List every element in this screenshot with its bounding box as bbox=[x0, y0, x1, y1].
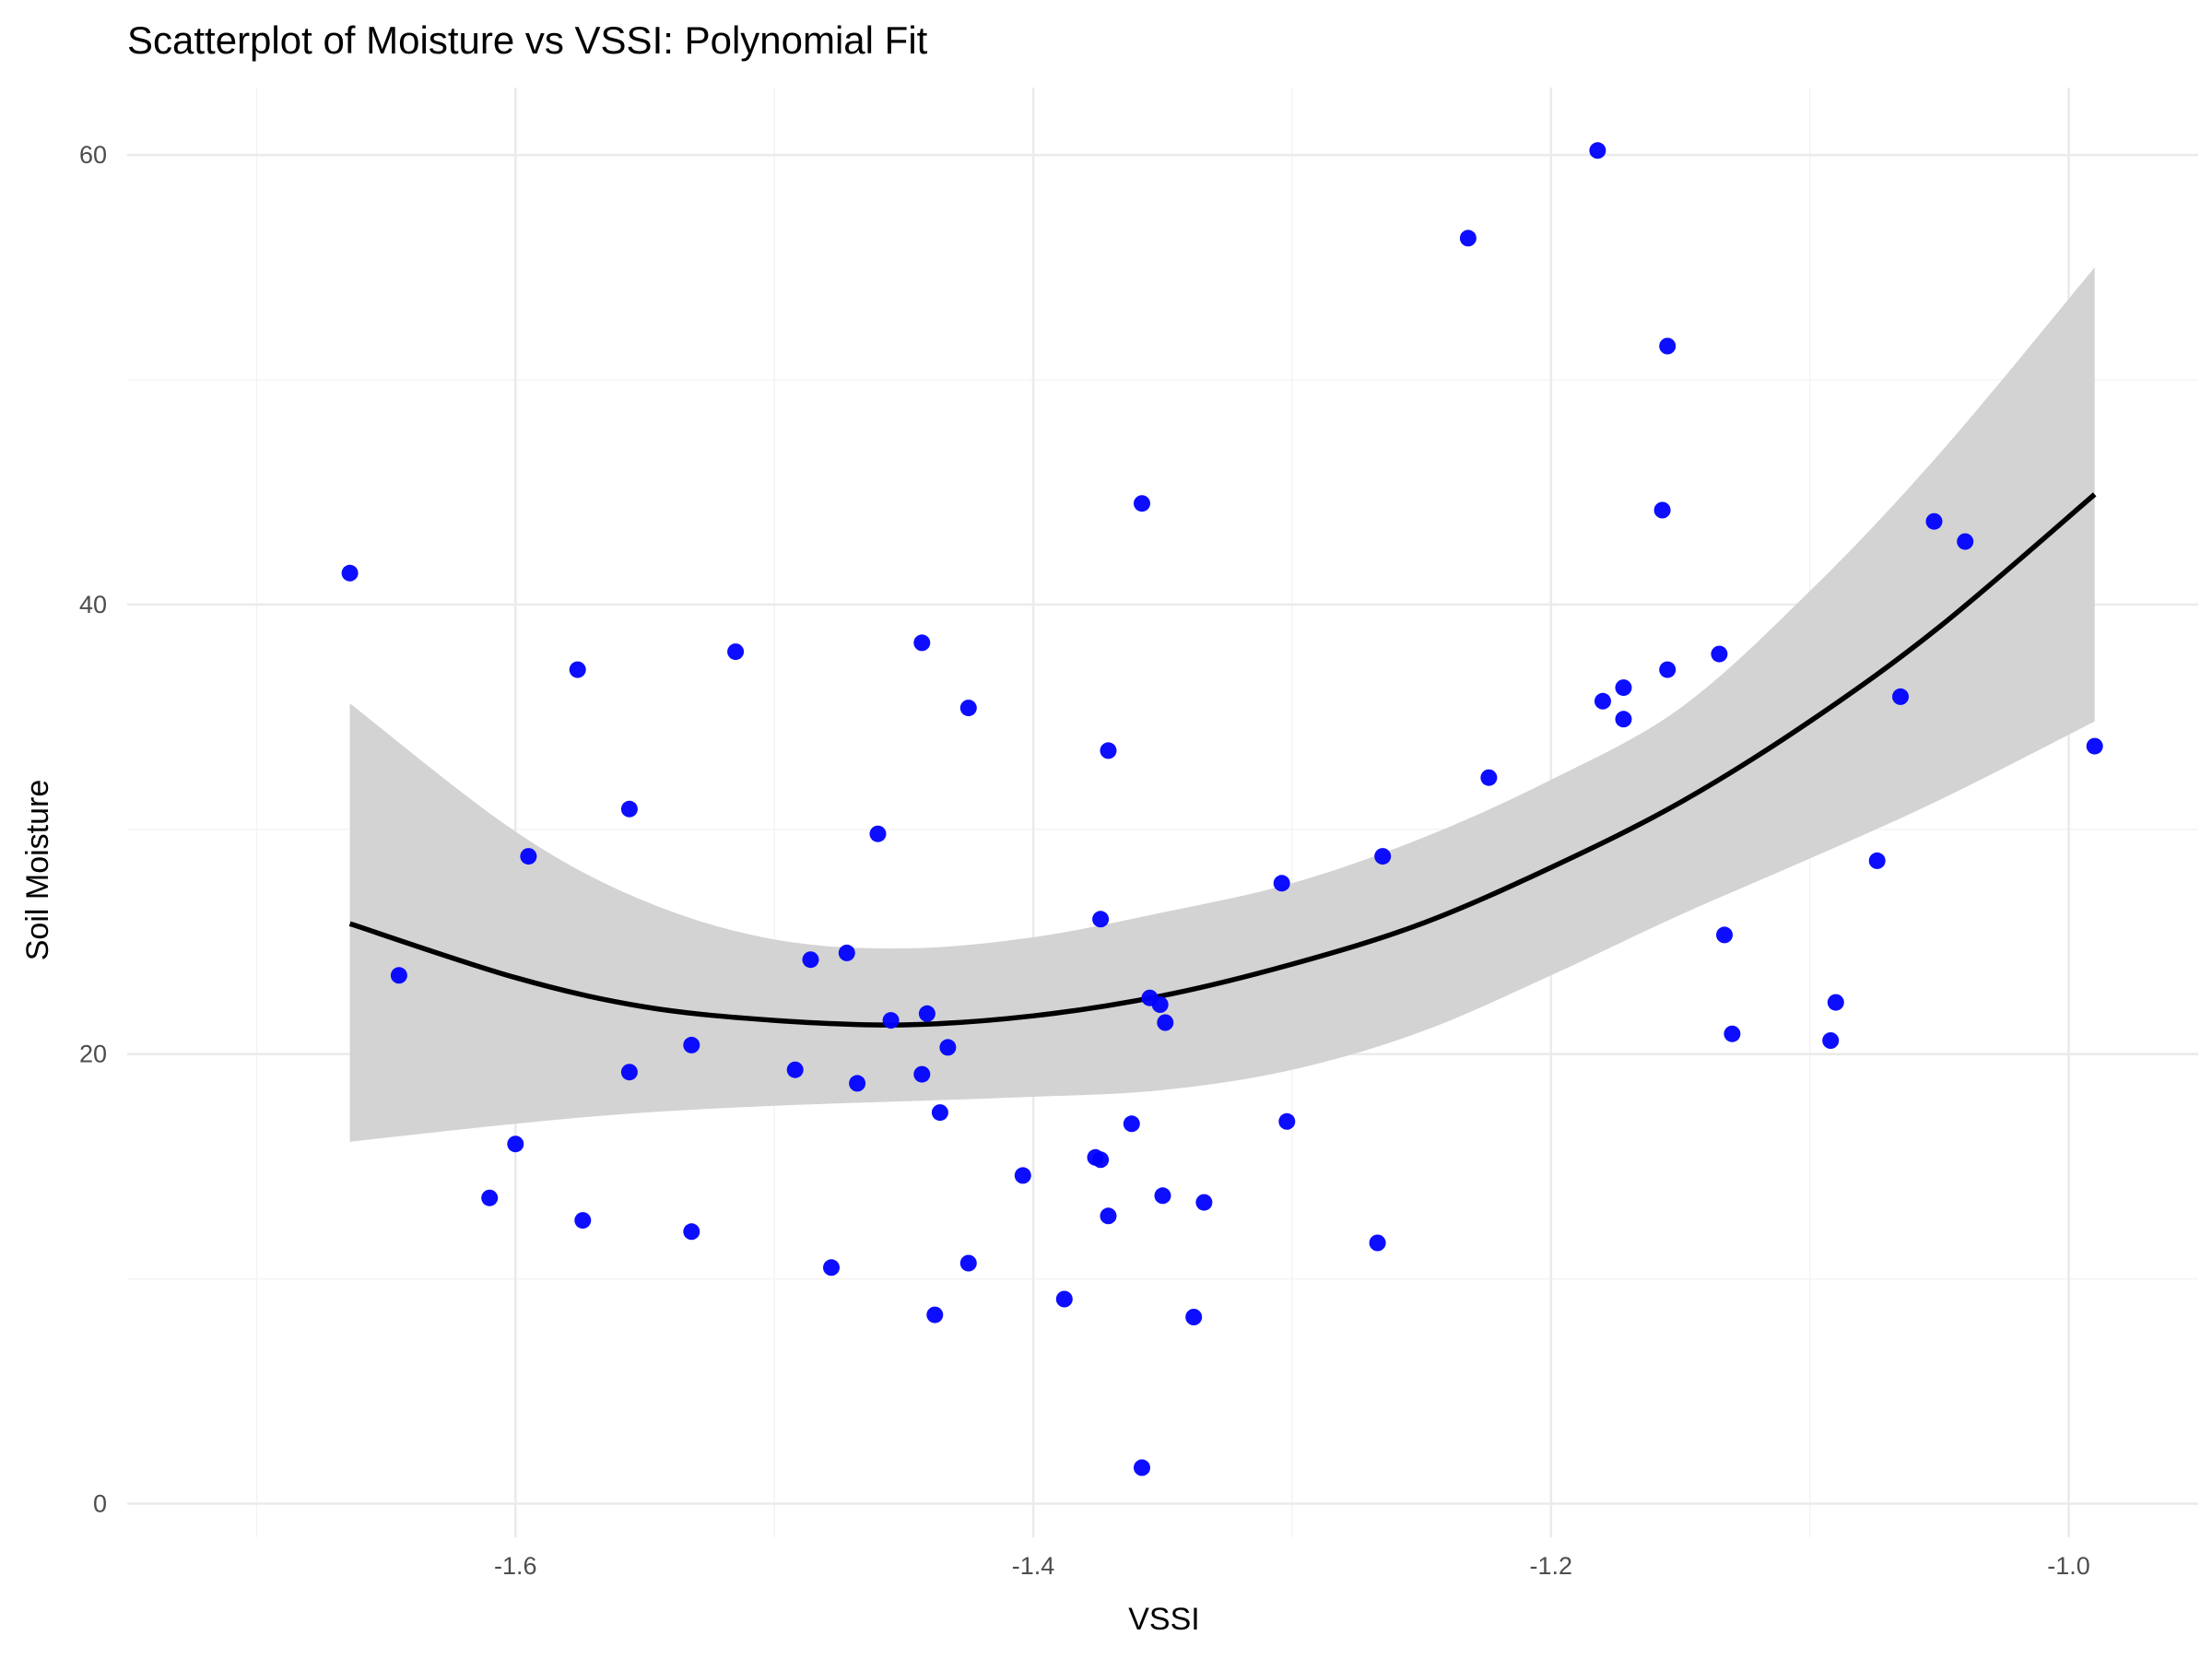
data-point bbox=[1157, 1014, 1174, 1031]
data-point bbox=[1369, 1234, 1386, 1252]
data-point bbox=[1594, 692, 1611, 710]
data-point bbox=[1653, 501, 1671, 519]
data-point bbox=[1925, 512, 1943, 530]
data-point bbox=[1615, 711, 1632, 728]
confidence-band bbox=[349, 267, 2095, 1142]
data-point bbox=[1185, 1309, 1203, 1325]
data-point bbox=[869, 825, 887, 842]
x-tick-label: -1.4 bbox=[1012, 1552, 1055, 1580]
data-point bbox=[1374, 848, 1392, 865]
data-point bbox=[390, 967, 407, 984]
data-point bbox=[1278, 1112, 1296, 1130]
data-point bbox=[574, 1212, 592, 1230]
y-tick-label: 20 bbox=[79, 1041, 107, 1068]
data-point bbox=[1092, 911, 1110, 928]
data-point bbox=[1100, 1207, 1117, 1225]
y-tick-label: 60 bbox=[79, 141, 107, 169]
y-tick-label: 0 bbox=[93, 1489, 107, 1517]
data-point bbox=[2086, 737, 2103, 755]
data-point bbox=[1868, 852, 1886, 869]
data-point bbox=[1480, 769, 1498, 786]
data-point bbox=[931, 1104, 948, 1122]
data-point bbox=[786, 1061, 804, 1078]
data-point bbox=[569, 661, 586, 678]
data-point bbox=[1151, 996, 1169, 1013]
data-point bbox=[1659, 661, 1677, 678]
data-point bbox=[1822, 1032, 1840, 1049]
data-points bbox=[341, 142, 2103, 1477]
x-axis-label: VSSI bbox=[1128, 1602, 1199, 1637]
x-tick-label: -1.6 bbox=[494, 1552, 537, 1580]
data-point bbox=[341, 564, 359, 582]
data-point bbox=[507, 1135, 524, 1153]
data-point bbox=[959, 700, 977, 717]
fit-line bbox=[348, 492, 2097, 1028]
x-tick-labels: -1.6 -1.4 -1.2 -1.0 bbox=[494, 1552, 2090, 1580]
data-point bbox=[1195, 1194, 1213, 1211]
y-axis-label: Soil Moisture bbox=[20, 780, 55, 961]
data-point bbox=[1014, 1167, 1031, 1184]
data-point bbox=[926, 1306, 944, 1324]
data-point bbox=[1957, 533, 1974, 550]
chart-title: Scatterplot of Moisture vs VSSI: Polynom… bbox=[127, 18, 928, 62]
x-tick-label: -1.0 bbox=[2047, 1552, 2090, 1580]
data-point bbox=[1711, 645, 1728, 663]
data-point bbox=[520, 848, 537, 865]
data-point bbox=[1459, 229, 1477, 247]
data-point bbox=[1892, 688, 1909, 705]
data-point bbox=[1123, 1115, 1140, 1133]
data-point bbox=[1724, 1025, 1741, 1042]
data-point bbox=[481, 1189, 499, 1206]
data-point bbox=[1615, 679, 1632, 697]
data-point bbox=[1092, 1151, 1110, 1169]
data-point bbox=[1134, 495, 1150, 512]
data-point bbox=[683, 1223, 700, 1241]
data-point bbox=[913, 634, 931, 652]
data-point bbox=[620, 800, 638, 818]
data-point bbox=[1055, 1290, 1073, 1308]
data-point bbox=[838, 944, 855, 961]
data-point bbox=[1154, 1187, 1171, 1205]
data-point bbox=[918, 1005, 935, 1022]
data-point bbox=[849, 1075, 866, 1092]
data-point bbox=[913, 1065, 931, 1083]
data-point bbox=[882, 1012, 900, 1030]
y-tick-labels: 0 20 40 60 bbox=[79, 141, 107, 1517]
data-point bbox=[823, 1259, 840, 1277]
data-point bbox=[1100, 742, 1117, 759]
x-tick-label: -1.2 bbox=[1530, 1552, 1573, 1580]
data-point bbox=[1273, 875, 1290, 892]
data-point bbox=[1716, 926, 1733, 944]
data-point bbox=[802, 951, 819, 969]
data-point bbox=[1589, 142, 1606, 159]
data-point bbox=[1659, 337, 1677, 355]
y-tick-label: 40 bbox=[79, 591, 107, 618]
data-point bbox=[959, 1254, 977, 1272]
data-point bbox=[683, 1036, 700, 1053]
data-point bbox=[620, 1064, 638, 1081]
data-point bbox=[1134, 1459, 1150, 1477]
data-point bbox=[1827, 994, 1844, 1011]
data-point bbox=[939, 1039, 957, 1056]
data-point bbox=[727, 643, 745, 661]
